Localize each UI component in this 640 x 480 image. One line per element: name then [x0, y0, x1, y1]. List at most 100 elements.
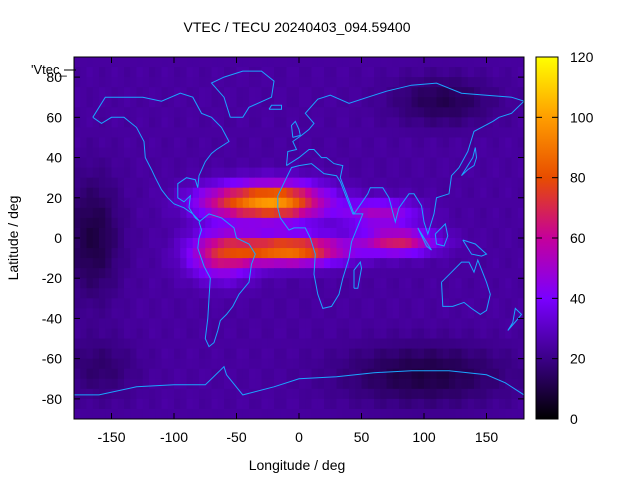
heatmap-cell	[324, 348, 331, 360]
heatmap-cell	[92, 358, 100, 370]
heatmap-cell	[292, 408, 300, 419]
heatmap-cell	[317, 348, 325, 360]
heatmap-cell	[436, 368, 444, 380]
heatmap-cell	[211, 127, 219, 139]
heatmap-cell	[192, 308, 200, 320]
heatmap-cell	[136, 137, 144, 149]
heatmap-cell	[105, 288, 113, 299]
heatmap-cell	[111, 187, 119, 199]
heatmap-cell	[155, 147, 163, 159]
heatmap-cell	[155, 278, 163, 289]
heatmap-cell	[99, 318, 106, 330]
heatmap-cell	[142, 378, 150, 390]
heatmap-cell	[436, 358, 444, 370]
heatmap-cell	[349, 167, 356, 179]
heatmap-cell	[286, 187, 294, 199]
heatmap-cell	[230, 328, 238, 340]
heatmap-cell	[205, 207, 213, 219]
heatmap-cell	[436, 348, 444, 360]
heatmap-cell	[286, 227, 294, 239]
heatmap-cell	[205, 187, 213, 199]
heatmap-cell	[180, 278, 188, 289]
heatmap-cell	[249, 167, 256, 179]
heatmap-cell	[424, 348, 431, 360]
heatmap-cell	[330, 197, 338, 209]
heatmap-cell	[374, 298, 381, 309]
heatmap-cell	[430, 127, 438, 139]
heatmap-cell	[430, 137, 438, 149]
heatmap-cell	[255, 348, 263, 360]
heatmap-cell	[517, 177, 524, 189]
heatmap-cell	[99, 177, 106, 189]
heatmap-cell	[480, 137, 488, 149]
heatmap-cell	[511, 268, 519, 279]
heatmap-cell	[149, 338, 156, 350]
heatmap-cell	[217, 87, 225, 98]
heatmap-cell	[230, 167, 238, 179]
heatmap-cell	[324, 207, 331, 219]
heatmap-cell	[324, 388, 331, 400]
heatmap-cell	[180, 177, 188, 189]
heatmap-cell	[99, 67, 106, 78]
heatmap-cell	[174, 388, 181, 400]
heatmap-cell	[192, 67, 200, 78]
heatmap-cell	[424, 157, 431, 169]
heatmap-cell	[124, 67, 131, 78]
heatmap-cell	[130, 167, 138, 179]
heatmap-cell	[255, 57, 263, 68]
heatmap-cell	[249, 368, 256, 380]
heatmap-cell	[474, 207, 481, 219]
heatmap-cell	[474, 57, 481, 68]
heatmap-cell	[342, 137, 350, 149]
heatmap-cell	[192, 77, 200, 88]
heatmap-cell	[367, 348, 375, 360]
heatmap-cell	[292, 378, 300, 390]
heatmap-cell	[136, 227, 144, 239]
heatmap-cell	[386, 227, 394, 239]
heatmap-cell	[374, 227, 381, 239]
heatmap-cell	[149, 298, 156, 309]
heatmap-cell	[467, 157, 475, 169]
heatmap-cell	[136, 338, 144, 350]
heatmap-cell	[461, 338, 469, 350]
heatmap-cell	[74, 318, 81, 330]
heatmap-cell	[211, 298, 219, 309]
heatmap-cell	[361, 87, 369, 98]
heatmap-cell	[249, 408, 256, 419]
heatmap-cell	[374, 308, 381, 320]
heatmap-cell	[461, 368, 469, 380]
heatmap-cell	[455, 127, 463, 139]
heatmap-cell	[155, 258, 163, 269]
heatmap-cell	[80, 248, 88, 259]
heatmap-cell	[199, 167, 206, 179]
coastline-south-america	[197, 213, 256, 348]
heatmap-cell	[467, 177, 475, 189]
heatmap-cell	[405, 117, 413, 128]
heatmap-cell	[161, 227, 169, 239]
heatmap-cell	[511, 227, 519, 239]
heatmap-cell	[174, 117, 181, 128]
heatmap-cell	[499, 147, 506, 159]
heatmap-cell	[467, 137, 475, 149]
colorbar-tick-label: 20	[570, 351, 586, 367]
heatmap-cell	[142, 248, 150, 259]
heatmap-cell	[455, 117, 463, 128]
heatmap-cell	[80, 348, 88, 360]
heatmap-cell	[274, 87, 281, 98]
heatmap-cell	[505, 288, 513, 299]
heatmap-cell	[449, 147, 456, 159]
heatmap-cell	[424, 177, 431, 189]
heatmap-cell	[192, 217, 200, 229]
heatmap-cell	[255, 227, 263, 239]
heatmap-cell	[199, 197, 206, 209]
heatmap-cell	[367, 227, 375, 239]
heatmap-cell	[367, 368, 375, 380]
heatmap-cell	[461, 187, 469, 199]
heatmap-cell	[311, 338, 319, 350]
heatmap-cell	[392, 268, 400, 279]
heatmap-cell	[305, 248, 313, 259]
heatmap-cell	[386, 318, 394, 330]
heatmap-cell	[505, 127, 513, 139]
heatmap-cell	[317, 278, 325, 289]
heatmap-cell	[349, 338, 356, 350]
